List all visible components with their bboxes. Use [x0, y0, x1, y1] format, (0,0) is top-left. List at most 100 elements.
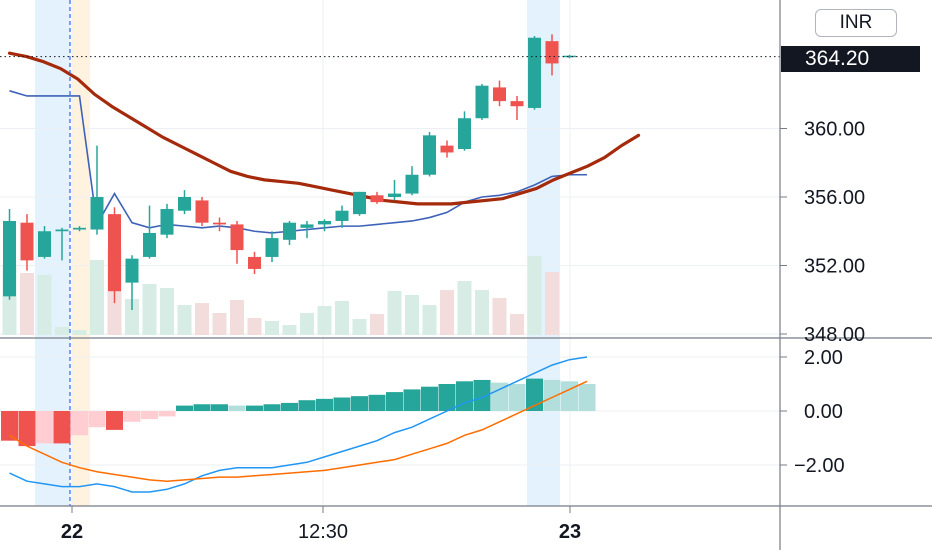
candle-body [318, 220, 331, 225]
volume-bar [492, 298, 507, 335]
volume-bar [230, 300, 244, 335]
volume-bar [510, 314, 524, 335]
candle-body [353, 191, 366, 215]
long-moving-average [7, 51, 641, 206]
candle-body [370, 195, 384, 203]
histogram-bar [543, 379, 561, 411]
histogram-bar [281, 402, 298, 411]
volume-bar [195, 303, 209, 335]
histogram-bar [53, 411, 71, 444]
volume-bar [457, 281, 472, 335]
price-tick-label: 360.00 [804, 119, 865, 141]
currency-button[interactable]: INR [815, 9, 897, 37]
osc-tick-label: 2.00 [804, 347, 843, 369]
histogram-bar [473, 379, 491, 411]
candle-body [248, 256, 261, 269]
histogram-bar [333, 397, 351, 411]
volume-bar [352, 319, 367, 335]
price-tick-label: 356.00 [804, 187, 865, 209]
histogram-bar [71, 411, 88, 436]
candle-body [160, 208, 174, 235]
histogram-bar [18, 411, 36, 447]
candle-body [528, 37, 541, 108]
histogram-bar [158, 411, 176, 417]
candle-body [493, 87, 506, 102]
candle-body [3, 220, 16, 297]
candle-body [20, 222, 34, 261]
macd-histogram [1, 378, 596, 447]
volume-bar [90, 260, 104, 335]
oscillator-axis[interactable]: 2.00 0.00 −2.00 [780, 347, 845, 477]
volume-bar [247, 318, 262, 335]
volume-bar [212, 313, 227, 335]
long-ma-line [7, 51, 641, 206]
candle-body [195, 200, 209, 223]
volume-bar [177, 305, 192, 335]
volume-bar [142, 284, 157, 335]
candle-body [230, 224, 244, 251]
volume-bar [265, 321, 279, 335]
volume-bar [72, 330, 87, 335]
candle-body [423, 135, 436, 175]
histogram-bar [211, 404, 228, 411]
volume-bar [370, 314, 384, 335]
candle-body [458, 118, 471, 150]
histogram-bar [141, 411, 158, 420]
osc-tick-label: 0.00 [804, 401, 843, 423]
macd-line [9, 356, 588, 493]
histogram-bar [298, 400, 316, 411]
histogram-bar [88, 411, 106, 428]
candle-body [300, 224, 314, 228]
histogram-bar [403, 389, 421, 411]
candle-body [125, 258, 139, 283]
histogram-bar [246, 405, 263, 411]
histogram-bar [176, 405, 193, 411]
macd-lines [9, 356, 588, 493]
volume-bar [55, 327, 69, 335]
volume-bar [282, 325, 297, 335]
candle-body [545, 41, 559, 64]
candle-body [73, 227, 86, 230]
volume-bars [2, 249, 559, 335]
volume-bar [422, 305, 437, 335]
histogram-bar [36, 411, 53, 444]
histogram-bar [228, 405, 246, 411]
time-tick-label: 22 [61, 521, 83, 543]
short-moving-average [9, 90, 587, 234]
histogram-bar [351, 396, 368, 411]
candle-body [335, 210, 349, 221]
candle-body [440, 145, 454, 153]
histogram-bar [491, 382, 508, 411]
volume-bar [160, 288, 174, 335]
volume-bar [527, 256, 542, 335]
candle-body [55, 229, 69, 232]
time-tick-label: 23 [559, 521, 581, 543]
histogram-bar [193, 404, 211, 411]
histogram-bar [508, 384, 526, 411]
histogram-bar [263, 404, 281, 411]
candlesticks[interactable] [0, 0, 780, 506]
candle-body [178, 197, 191, 211]
time-axis[interactable]: 22 12:30 23 [61, 506, 581, 543]
volume-bar [405, 295, 419, 335]
price-axis[interactable]: 348.00 352.00 356.00 360.00 [780, 119, 865, 347]
volume-bar [300, 313, 314, 335]
session-band [72, 0, 90, 506]
histogram-bar [561, 381, 578, 411]
candle-body [283, 222, 296, 240]
histogram-bar [438, 384, 456, 411]
candle-body [265, 238, 279, 257]
time-tick-label: 12:30 [298, 521, 348, 543]
short-ma-line [9, 90, 587, 234]
signal-line [9, 380, 588, 482]
histogram-bar [578, 384, 596, 411]
candle-body [388, 193, 401, 197]
volume-bar [387, 291, 402, 335]
volume-bar [440, 290, 454, 335]
volume-bar [475, 290, 489, 335]
candle-body [563, 55, 576, 58]
osc-tick-label: −2.00 [794, 455, 845, 477]
candle-body [213, 222, 226, 225]
candle-body [510, 101, 524, 107]
